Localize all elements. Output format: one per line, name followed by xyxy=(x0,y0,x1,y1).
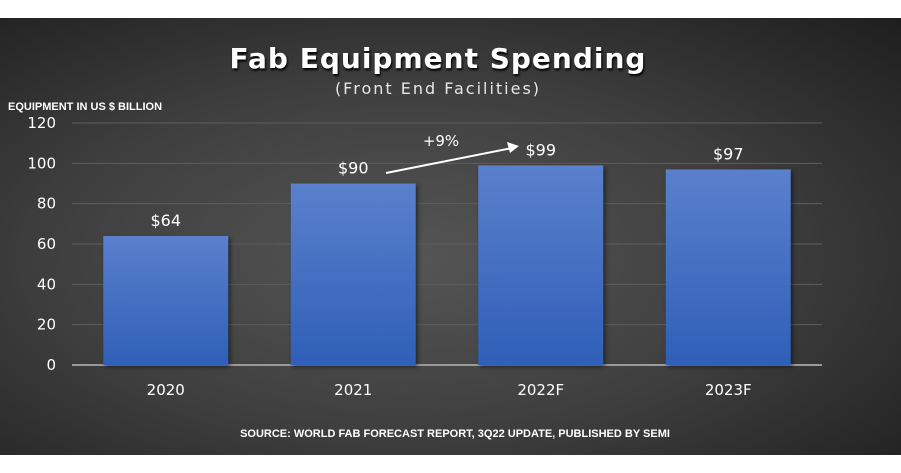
bar-2022F xyxy=(478,165,604,365)
data-label: $97 xyxy=(713,144,744,163)
chart-subtitle: (Front End Facilities) xyxy=(335,79,541,98)
y-tick-label: 0 xyxy=(46,356,56,374)
y-tick-label: 40 xyxy=(37,275,56,293)
x-tick-label: 2023F xyxy=(705,381,752,399)
y-tick-label: 20 xyxy=(37,316,56,334)
chart-svg: Fab Equipment Spending (Front End Facili… xyxy=(8,42,822,440)
data-label: $99 xyxy=(525,140,556,159)
y-axis-label: EQUIPMENT IN US $ BILLION xyxy=(8,101,162,113)
chart: Fab Equipment Spending (Front End Facili… xyxy=(0,18,901,455)
x-tick-label: 2022F xyxy=(517,381,564,399)
x-tick-label: 2020 xyxy=(147,381,185,399)
y-tick-label: 100 xyxy=(27,154,56,172)
bar-2021 xyxy=(290,183,416,365)
bar-2023F xyxy=(665,169,791,365)
growth-arrow xyxy=(385,147,513,174)
chart-title: Fab Equipment Spending xyxy=(230,42,647,75)
arrow-head-icon xyxy=(507,142,519,153)
x-tick-label: 2021 xyxy=(334,381,372,399)
data-label: $90 xyxy=(338,159,369,178)
bar-2020 xyxy=(103,235,229,365)
y-tick-label: 120 xyxy=(27,114,56,132)
source-note: SOURCE: WORLD FAB FORECAST REPORT, 3Q22 … xyxy=(240,428,670,440)
y-tick-label: 80 xyxy=(37,195,56,213)
growth-label: +9% xyxy=(423,132,459,150)
y-tick-label: 60 xyxy=(37,235,56,253)
growth-annotation: +9% xyxy=(385,132,519,174)
data-label: $64 xyxy=(150,211,181,230)
